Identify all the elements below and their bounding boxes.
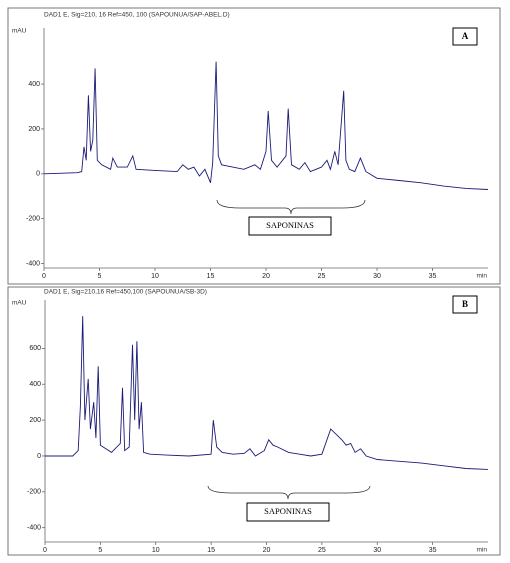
chart-title: DAD1 E, Sig=210,16 Ref=450,100 (SAPOUNUA…	[44, 289, 207, 296]
y-tick-label: -200	[26, 215, 40, 222]
x-tick-label: 10	[151, 273, 159, 280]
annotation: SAPONINAS	[266, 220, 314, 230]
brace	[207, 485, 371, 500]
x-tick-label: 15	[207, 547, 215, 554]
panel-label-box	[452, 27, 478, 46]
annotation-box	[248, 216, 332, 236]
trace	[45, 316, 489, 470]
panel-frame	[7, 7, 501, 285]
trace	[43, 61, 489, 190]
y-tick-label: 200	[29, 417, 41, 424]
x-tick-label: 15	[207, 273, 215, 280]
x-tick-label: 0	[43, 547, 47, 554]
brace	[216, 199, 366, 215]
y-tick-label: -400	[27, 525, 41, 532]
y-tick-label: 200	[28, 126, 40, 133]
y-axis-label: mAU	[12, 300, 27, 307]
x-tick-label: 25	[318, 547, 326, 554]
x-tick-label: 5	[98, 547, 102, 554]
y-tick-label: 0	[37, 453, 41, 460]
x-tick-label: 25	[318, 273, 326, 280]
x-tick-label: 5	[98, 273, 102, 280]
x-tick-label: 0	[42, 273, 46, 280]
panel-label: A	[462, 31, 469, 41]
chart-title: DAD1 E, Sig=210, 16 Ref=450, 100 (SAPOUN…	[44, 12, 230, 19]
x-tick-label: 30	[373, 547, 381, 554]
x-tick-label: 35	[429, 547, 437, 554]
x-axis-label: min	[477, 273, 488, 280]
y-tick-label: 600	[29, 345, 41, 352]
panel-label-box	[452, 295, 478, 314]
y-tick-label: -200	[27, 489, 41, 496]
y-tick-label: 400	[29, 381, 41, 388]
annotation-box	[246, 502, 330, 522]
y-tick-label: 400	[28, 81, 40, 88]
x-tick-label: 10	[152, 547, 160, 554]
panel-label: B	[462, 299, 468, 309]
y-axis-label: mAU	[12, 28, 27, 35]
x-tick-label: 30	[373, 273, 381, 280]
x-tick-label: 35	[429, 273, 437, 280]
x-tick-label: 20	[262, 273, 270, 280]
x-axis-label: min	[477, 547, 488, 554]
panel-frame	[7, 286, 501, 556]
annotation: SAPONINAS	[264, 506, 312, 516]
x-tick-label: 20	[263, 547, 271, 554]
y-tick-label: 0	[36, 171, 40, 178]
y-tick-label: -400	[26, 260, 40, 267]
